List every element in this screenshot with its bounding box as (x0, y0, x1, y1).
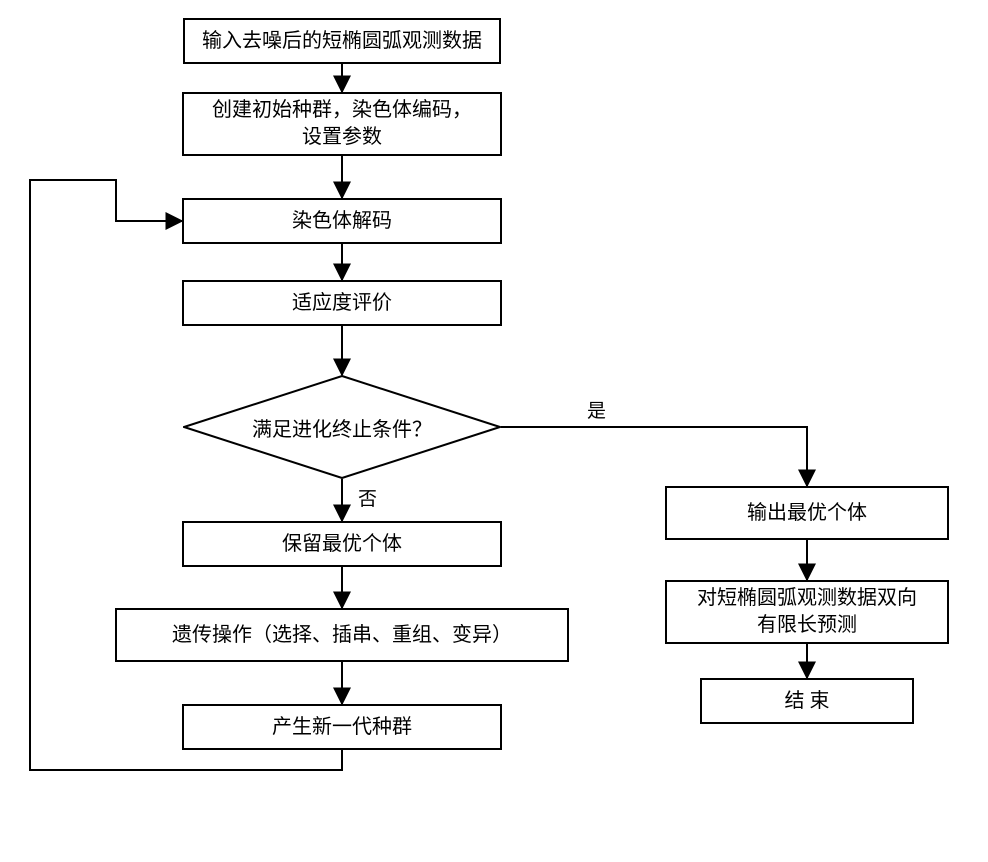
node-n7-label: 遗传操作（选择、插串、重组、变异） (172, 622, 512, 649)
node-n4: 适应度评价 (182, 280, 502, 326)
node-n11-label: 结 束 (785, 688, 830, 715)
node-n8-label: 产生新一代种群 (272, 714, 412, 741)
node-n5: 满足进化终止条件？ (183, 375, 501, 479)
node-n2-label: 创建初始种群，染色体编码，设置参数 (212, 97, 472, 151)
node-n9: 输出最优个体 (665, 486, 949, 540)
flowchart-stage: 输入去噪后的短椭圆弧观测数据创建初始种群，染色体编码，设置参数染色体解码适应度评… (0, 0, 988, 862)
edge-e9-label: 是 (585, 402, 608, 421)
node-n1: 输入去噪后的短椭圆弧观测数据 (183, 18, 501, 64)
node-n10-label: 对短椭圆弧观测数据双向有限长预测 (697, 585, 917, 639)
node-n4-label: 适应度评价 (292, 290, 392, 317)
node-n10: 对短椭圆弧观测数据双向有限长预测 (665, 580, 949, 644)
edge-e9 (501, 427, 807, 486)
node-n3-label: 染色体解码 (292, 208, 392, 235)
node-n1-label: 输入去噪后的短椭圆弧观测数据 (202, 28, 482, 55)
edge-e5-label: 否 (356, 490, 379, 509)
node-n7: 遗传操作（选择、插串、重组、变异） (115, 608, 569, 662)
node-n6-label: 保留最优个体 (282, 531, 402, 558)
node-n6: 保留最优个体 (182, 521, 502, 567)
node-n5-label: 满足进化终止条件？ (252, 413, 432, 442)
node-n11: 结 束 (700, 678, 914, 724)
node-n2: 创建初始种群，染色体编码，设置参数 (182, 92, 502, 156)
node-n3: 染色体解码 (182, 198, 502, 244)
node-n9-label: 输出最优个体 (747, 500, 867, 527)
node-n8: 产生新一代种群 (182, 704, 502, 750)
